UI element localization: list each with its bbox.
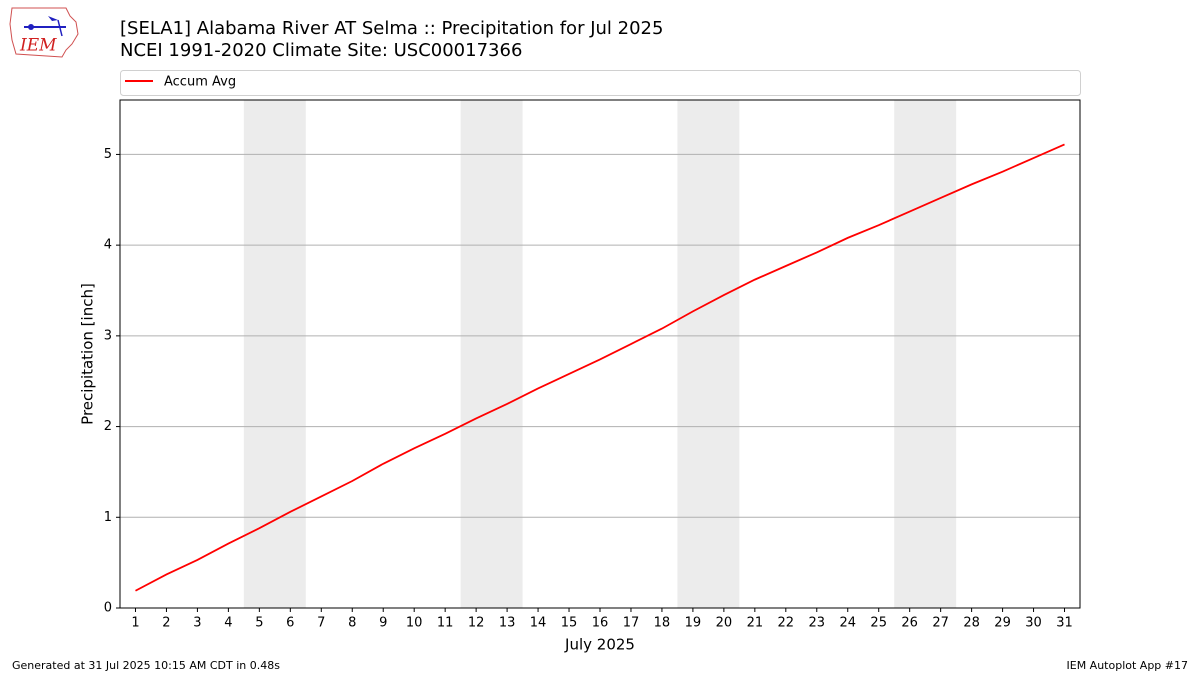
logo-icon (48, 16, 58, 21)
x-tick-label: 11 (437, 616, 454, 631)
weekend-span (243, 100, 306, 608)
x-axis-label: July 2025 (564, 636, 635, 654)
y-tick-label: 5 (104, 147, 112, 162)
x-tick-label: 22 (778, 616, 795, 631)
x-tick-label: 31 (1056, 616, 1073, 631)
x-tick-label: 30 (1025, 616, 1042, 631)
x-tick-label: 12 (468, 616, 485, 631)
y-tick-label: 3 (104, 328, 112, 343)
x-tick-label: 21 (747, 616, 764, 631)
logo-text: IEM (19, 36, 57, 56)
x-tick-label: 24 (839, 616, 856, 631)
logo-outline (9, 7, 79, 58)
x-tick-label: 7 (317, 616, 325, 631)
logo-icon (57, 19, 63, 37)
x-tick-label: 9 (379, 616, 387, 631)
x-tick-label: 6 (286, 616, 294, 631)
x-tick-label: 25 (870, 616, 887, 631)
x-tick-label: 27 (932, 616, 949, 631)
weekend-span (677, 100, 740, 608)
x-tick-label: 15 (561, 616, 578, 631)
x-tick-label: 16 (592, 616, 609, 631)
x-tick-label: 3 (193, 616, 201, 631)
legend-label: Accum Avg (164, 75, 236, 90)
x-tick-label: 18 (654, 616, 671, 631)
y-tick-label: 4 (104, 238, 112, 253)
logo: IEM (9, 7, 79, 58)
x-tick-label: 4 (224, 616, 232, 631)
weekend-span (460, 100, 523, 608)
x-tick-label: 8 (348, 616, 356, 631)
footer-right: IEM Autoplot App #17 (1067, 659, 1189, 672)
x-tick-label: 17 (623, 616, 640, 631)
plot-frame (119, 99, 1081, 609)
x-tick-label: 23 (809, 616, 826, 631)
x-tick-label: 19 (685, 616, 702, 631)
x-tick-label: 29 (994, 616, 1011, 631)
y-axis-label: Precipitation [inch] (79, 283, 97, 425)
y-tick-label: 0 (104, 601, 112, 616)
x-tick-label: 2 (162, 616, 170, 631)
x-tick-label: 1 (131, 616, 139, 631)
x-tick-label: 13 (499, 616, 516, 631)
x-tick-label: 14 (530, 616, 547, 631)
x-tick-label: 28 (963, 616, 980, 631)
y-tick-label: 1 (104, 510, 112, 525)
weekend-span (894, 100, 957, 608)
x-tick-label: 10 (406, 616, 423, 631)
y-tick-label: 2 (104, 419, 112, 434)
chart-subtitle: NCEI 1991-2020 Climate Site: USC00017366 (120, 40, 522, 61)
x-tick-label: 20 (716, 616, 733, 631)
footer-left: Generated at 31 Jul 2025 10:15 AM CDT in… (12, 659, 280, 672)
x-tick-label: 26 (901, 616, 918, 631)
series-line (135, 143, 1065, 592)
logo-icon (28, 24, 34, 30)
legend-box (120, 70, 1081, 96)
x-tick-label: 5 (255, 616, 263, 631)
chart-title: [SELA1] Alabama River AT Selma :: Precip… (120, 18, 663, 39)
